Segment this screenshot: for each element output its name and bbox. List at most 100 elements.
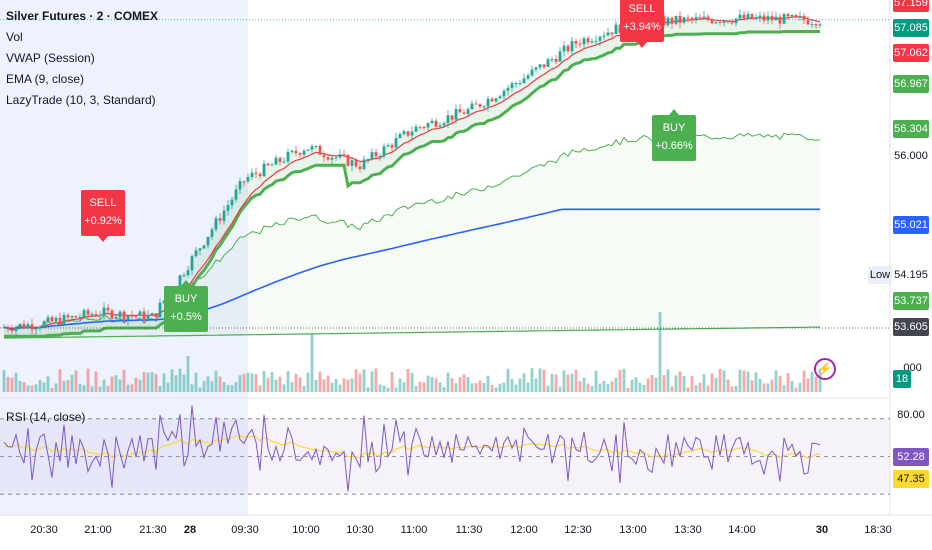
- volume-bar: [790, 381, 794, 392]
- volume-bar: [206, 376, 210, 392]
- volume-bar: [594, 370, 598, 392]
- time-label: 13:00: [619, 524, 647, 536]
- candle-body: [286, 151, 290, 162]
- envelope-fill: [4, 133, 820, 338]
- legend-rsi[interactable]: RSI (14, close): [6, 410, 86, 424]
- candle: [254, 167, 258, 178]
- signal-pointer: [98, 236, 108, 242]
- volume-bar: [38, 380, 42, 392]
- lazytrade-trail-line: [4, 30, 820, 338]
- volume-bar: [818, 369, 822, 392]
- candle: [554, 54, 558, 64]
- candle: [250, 168, 254, 180]
- volume-bar: [714, 378, 718, 392]
- candle-body: [86, 310, 90, 315]
- volume-bar: [446, 372, 450, 392]
- signal-pct: +0.66%: [655, 140, 693, 152]
- volume-bar: [214, 370, 218, 392]
- price-tag-vwap: 55.021: [893, 216, 929, 234]
- candle: [86, 307, 90, 320]
- sell-signal-1[interactable]: SELL +0.92%: [81, 190, 125, 236]
- candle: [798, 11, 802, 21]
- legend-lazytrade[interactable]: LazyTrade (10, 3, Standard): [6, 93, 156, 107]
- candle-body: [350, 160, 354, 166]
- candle: [434, 118, 438, 130]
- buy-signal-2[interactable]: BUY +0.66%: [652, 115, 696, 161]
- candle: [310, 143, 314, 153]
- candle-body: [422, 127, 426, 129]
- volume-bar: [750, 380, 754, 392]
- candle: [326, 154, 330, 162]
- volume-bar: [746, 371, 750, 392]
- candle: [322, 150, 326, 162]
- candle: [406, 130, 410, 138]
- lightning-icon[interactable]: ⚡: [814, 358, 836, 380]
- candle: [786, 12, 790, 20]
- candle-body: [390, 145, 394, 148]
- volume-bar: [254, 374, 258, 392]
- candle: [282, 157, 286, 164]
- candle-body: [598, 36, 602, 41]
- candle-body: [30, 324, 34, 330]
- candle-body: [410, 131, 414, 136]
- volume-bar: [730, 386, 734, 392]
- vwap-line: [3, 208, 820, 331]
- volume-bar: [318, 371, 322, 392]
- symbol-title[interactable]: Silver Futures · 2 · COMEX: [6, 9, 159, 23]
- volume-bar: [274, 379, 278, 392]
- volume-bar: [234, 382, 238, 392]
- volume-bar: [602, 380, 606, 392]
- candle: [726, 20, 730, 24]
- candle: [598, 35, 602, 47]
- volume-bar: [738, 369, 742, 392]
- volume-bar: [574, 369, 578, 392]
- candle-body: [18, 323, 22, 327]
- candle-body: [618, 24, 622, 33]
- candle-body: [242, 181, 246, 183]
- volume-bar: [338, 384, 342, 392]
- volume-bar: [570, 373, 574, 392]
- volume-bar: [134, 377, 138, 392]
- candle: [610, 32, 614, 39]
- volume-bar: [778, 375, 782, 392]
- volume-bar: [62, 380, 66, 392]
- candle-body: [354, 160, 358, 167]
- candle-body: [98, 315, 102, 317]
- buy-signal-1[interactable]: BUY +0.5%: [164, 286, 208, 332]
- legend-ema[interactable]: EMA (9, close): [6, 72, 85, 86]
- sell-signal-2[interactable]: SELL +3.94%: [620, 0, 664, 42]
- candle: [430, 118, 434, 124]
- low-label: Low: [868, 266, 892, 284]
- volume-bar: [194, 372, 198, 392]
- volume-bar: [646, 378, 650, 392]
- candle: [802, 12, 806, 24]
- candle: [378, 153, 382, 161]
- candle-body: [90, 314, 94, 316]
- volume-bar: [754, 372, 758, 392]
- volume-bar: [90, 386, 94, 392]
- volume-bar: [350, 378, 354, 392]
- candle-body: [194, 250, 198, 257]
- signal-pointer: [669, 109, 679, 115]
- candle-body: [122, 311, 126, 320]
- legend-vwap[interactable]: VWAP (Session): [6, 51, 95, 65]
- volume-bar: [722, 370, 726, 392]
- candle: [278, 156, 282, 166]
- rsi-line: [3, 405, 821, 492]
- volume-bar: [530, 368, 534, 392]
- legend-vol[interactable]: Vol: [6, 30, 23, 44]
- candle-body: [786, 14, 790, 17]
- candle: [454, 104, 458, 124]
- candle: [446, 110, 450, 128]
- candle: [546, 57, 550, 68]
- candle: [2, 324, 6, 329]
- candle: [510, 81, 514, 92]
- volume-bar: [42, 382, 46, 392]
- candle-body: [418, 126, 422, 128]
- candle: [506, 85, 510, 96]
- signal-pointer: [637, 42, 647, 48]
- candle: [362, 155, 366, 171]
- candle: [78, 313, 82, 321]
- rsi-pane[interactable]: [0, 405, 890, 495]
